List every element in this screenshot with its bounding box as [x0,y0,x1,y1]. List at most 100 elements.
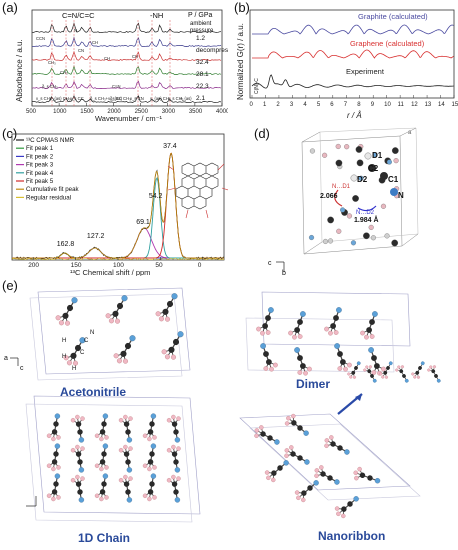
ftir-annotation-12: δ_s CH₃+ν_s CC [90,96,122,101]
crystal-structures-e: Acetonitrile H H H C C N a c Dimer 1D Ch… [4,287,441,545]
nmr-legend-label-2: Fit peak 2 [26,153,54,160]
chain-molecule-1-0 [46,443,61,472]
panel-d-label: (d) [254,126,270,141]
panel-b-ylabel: Normalized G(r) / a.u. [236,23,245,100]
nanoribbon-molecule-2 [314,465,340,485]
crystal-atom [384,233,390,239]
crystal-atom [355,146,363,153]
nanoribbon-molecule-5 [334,496,359,519]
dimer-molecule-2 [324,307,342,336]
crystal-structure-d: D1 C2 D2 C1 N 2.066 1.984 Å N…D1 N…D2 c … [268,127,419,276]
ftir-annotation-3: CH [92,40,98,45]
ftir-annotation-0: CCN [36,36,45,41]
panel-a-cbond-label: C=N/C=C [62,11,95,20]
c-xtick-label-4: 0 [198,262,202,269]
pressure-label-0: 1.2 [196,35,205,42]
graphene-network-sketch [167,162,228,219]
c-xtick-label-1: 150 [71,262,82,269]
a-xtick-label-4: 2500 [135,109,149,115]
nmr-legend-label-7: Regular residual [26,194,71,201]
atom-label-d1: D1 [372,151,383,160]
ribbon-inset-molecule-3 [395,365,409,383]
pressure-label-2: 32.4 [196,59,209,66]
acetonitrile-molecule-0 [55,297,78,326]
nmr-legend-label-4: Fit peak 4 [26,170,54,177]
ftir-trace-1 [31,36,222,48]
distance-label-1: 2.066 [320,193,338,200]
distance-label-2: 1.984 Å [354,215,379,224]
nmr-legend-label-0: ¹³C CPMAS NMR [26,137,75,144]
chain-molecule-2-2 [94,473,109,502]
crystal-atom [322,152,328,158]
nanoribbon-molecule-3 [264,460,289,483]
a-xtick-label-6: 3500 [189,109,203,115]
series-label-graphene: Graphene (calculated) [350,39,425,48]
atom-h1: H [62,338,66,344]
series-label-experiment: Experiment [346,67,385,76]
crystal-atom [309,148,316,154]
atom-label-c2: C2 [368,164,379,173]
crystal-atom [386,159,392,165]
chain-molecule-1-5 [166,444,181,473]
ftir-annotation-16: ν_s CH₃ [168,96,184,101]
ftir-annotation-14: ν_s CN [130,96,144,101]
acetonitrile-molecule-2 [155,293,178,322]
ftir-annotation-6: CH₃ [60,70,68,75]
chain-molecule-2-4 [142,473,157,502]
ftir-annotation-1: N [74,28,77,33]
chain-molecule-0-5 [166,414,181,443]
dimer-molecule-6 [334,343,352,372]
crystal-atom [391,239,399,247]
ftir-spectra-chart: Absorbance / a.u. Wavenumber / cm⁻¹ C=N/… [15,9,228,122]
nmr-peak-label-1: 127.2 [87,233,105,240]
pdf-series-2 [251,74,454,89]
crystal-atom [356,159,364,167]
ftir-trace-4 [31,80,222,89]
ftir-annotation-18: ν_{as} [180,96,192,101]
dimer-molecule-3 [360,311,378,340]
panel-d: (d) D1 C2 D2 C1 N 2.066 1.984 Å N…D1 N…D… [250,126,458,276]
crystal-atom [352,195,359,202]
nanoribbon-molecule-8 [353,466,381,484]
ftir-trace-3 [32,64,222,75]
b-xtick-label-5: 5 [317,102,321,108]
crystal-atom [380,203,387,209]
label-acetonitrile: Acetonitrile [60,385,126,399]
atom-n [390,188,398,196]
ftir-trace-0 [31,22,222,34]
panel-e-label: (e) [2,278,18,293]
label-1d-chain: 1D Chain [78,531,130,545]
axis-b-d: b [282,270,286,276]
axis-a-e1: a [4,355,8,362]
panel-b: (b) Normalized G(r) / a.u. r / Å Graphit… [232,0,458,122]
b-xtick-label-6: 6 [330,102,334,108]
dimer-molecule-5 [294,347,312,376]
pdf-chart: Normalized G(r) / a.u. r / Å Graphite (c… [236,9,458,120]
nmr-fit-peak-2 [12,247,224,259]
label-nanoribbon: Nanoribbon [318,529,385,543]
dimer-molecule-7 [368,347,386,376]
pressure-label-5: 2.1 [196,95,205,102]
panel-a-xlabel: Wavenumber / cm⁻¹ [95,114,163,122]
pressure-label-1: decompression [196,47,228,54]
b-xtick-label-4: 4 [303,102,307,108]
nanoribbon-molecule-6 [284,413,309,436]
chain-molecule-1-3 [118,444,133,473]
nanoribbon-molecule-4 [294,480,319,503]
crystal-atom [368,224,374,230]
ftir-trace-5 [31,95,222,103]
c-xtick-label-0: 200 [28,262,39,269]
c-xtick-label-3: 50 [155,262,163,269]
chain-molecule-1-1 [70,444,85,473]
axes-triad-e3 [26,496,37,507]
panel-a-ambient: ambient [190,21,212,27]
axes-triad-e1 [10,357,19,366]
crystal-atom [335,143,341,150]
panel-e: (e) Acetonitrile H H H C C N a c Dimer 1… [0,278,458,550]
b-xtick-label-3: 3 [290,102,294,108]
atom-label-c1: C1 [388,175,399,184]
crystal-atom [358,175,364,181]
b-xtick-label-8: 8 [357,102,361,108]
nmr-legend-label-6: Cumulative fit peak [26,186,80,193]
axis-c-e1: c [20,365,24,372]
